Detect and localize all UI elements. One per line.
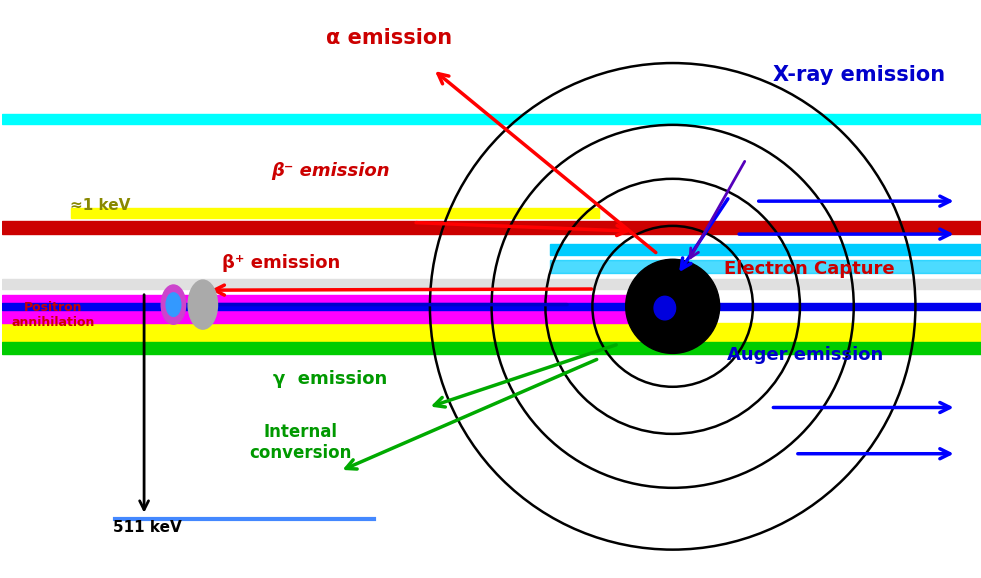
Bar [550,244,981,255]
Bar [2,342,981,354]
Bar [2,114,981,124]
Text: γ  emission: γ emission [273,369,387,388]
Ellipse shape [166,293,181,316]
Text: X-ray emission: X-ray emission [773,65,945,85]
Text: Electron Capture: Electron Capture [724,260,895,278]
Ellipse shape [188,280,218,329]
Text: 511 keV: 511 keV [113,520,181,535]
Bar [71,208,599,218]
Bar [2,303,981,310]
Bar [2,323,981,342]
Bar [550,260,981,273]
Ellipse shape [626,260,720,353]
Text: Internal
conversion: Internal conversion [249,423,352,462]
Text: ≈1 keV: ≈1 keV [70,198,130,213]
Text: Positron
annihilation: Positron annihilation [12,301,95,329]
Ellipse shape [654,297,676,320]
Bar [2,221,981,234]
Text: α emission: α emission [326,28,452,47]
Text: β⁻ emission: β⁻ emission [271,161,389,180]
Text: β⁺ emission: β⁺ emission [222,254,340,272]
Ellipse shape [161,285,185,324]
Text: Auger emission: Auger emission [727,346,883,365]
Bar [2,295,639,323]
Bar [2,279,981,289]
